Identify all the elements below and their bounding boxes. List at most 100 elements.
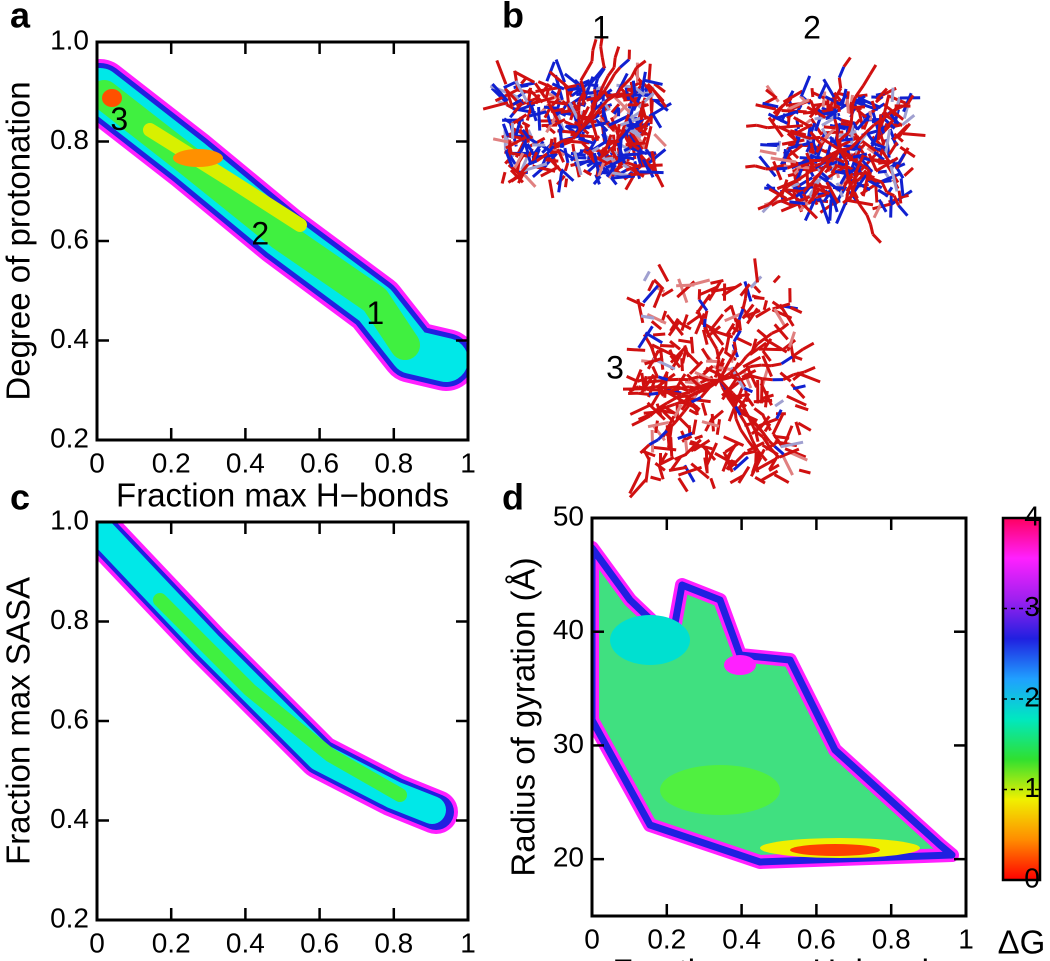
bond — [806, 105, 827, 119]
bond — [839, 94, 848, 105]
bond — [743, 287, 749, 299]
bond — [780, 147, 792, 166]
panel-letter: a — [10, 0, 31, 36]
bond — [700, 402, 708, 416]
bond — [896, 153, 906, 166]
bond — [732, 329, 742, 343]
y-tick-label: 20 — [553, 842, 584, 873]
energy-landscape-a — [97, 59, 468, 391]
y-axis-label: Fraction max SASA — [0, 577, 37, 865]
bond — [868, 64, 878, 76]
bond — [669, 437, 674, 457]
bond — [821, 91, 827, 108]
bond — [651, 365, 659, 377]
x-tick-label: 0.4 — [226, 447, 265, 478]
bond — [833, 118, 839, 129]
bond — [616, 123, 621, 139]
bond — [845, 98, 850, 114]
bond — [513, 172, 522, 181]
bond — [648, 391, 659, 396]
bond — [674, 399, 686, 406]
bond — [591, 108, 601, 120]
bond — [839, 135, 860, 148]
bond — [512, 98, 523, 106]
bond — [688, 360, 704, 376]
bond — [797, 159, 810, 166]
bond — [703, 457, 709, 471]
bond — [558, 126, 563, 148]
bond — [873, 150, 885, 162]
bond — [729, 361, 743, 374]
bond — [570, 81, 591, 97]
bond — [773, 323, 789, 341]
bond — [772, 274, 781, 284]
bond — [592, 99, 598, 109]
bond — [903, 166, 915, 177]
bond — [726, 451, 747, 471]
bond — [771, 327, 783, 335]
bond — [871, 157, 881, 164]
bond — [571, 100, 579, 112]
bond — [669, 455, 683, 472]
bond — [761, 363, 772, 368]
bond — [666, 395, 679, 405]
bond — [760, 430, 771, 442]
bond — [814, 161, 823, 168]
bond — [786, 394, 807, 407]
bond — [522, 162, 548, 173]
bond — [821, 116, 836, 127]
bond — [737, 308, 745, 321]
bond — [691, 419, 698, 435]
colorbar-tick-label: 3 — [1024, 591, 1040, 622]
bond — [823, 125, 836, 130]
bond — [753, 421, 764, 433]
bond — [892, 124, 909, 141]
bond — [708, 326, 725, 346]
bond — [861, 174, 870, 197]
bond — [563, 72, 578, 85]
bond — [743, 280, 753, 302]
bond — [640, 314, 655, 320]
bond — [505, 90, 514, 107]
bond — [588, 139, 598, 151]
bond — [901, 113, 916, 126]
bond — [768, 446, 781, 459]
bond — [852, 192, 861, 206]
bond — [750, 342, 759, 353]
bond — [642, 282, 661, 304]
bond — [746, 439, 758, 453]
bond — [699, 320, 717, 332]
bond — [760, 469, 779, 482]
bond — [820, 171, 830, 181]
bond — [744, 411, 753, 424]
bond — [639, 443, 651, 455]
bond — [852, 105, 866, 109]
bond — [699, 383, 711, 391]
bond — [577, 90, 586, 103]
bond — [560, 108, 575, 114]
bond — [842, 56, 852, 68]
bond — [762, 300, 768, 311]
y-tick-label: 0.2 — [50, 422, 89, 453]
bond — [647, 375, 659, 380]
bond — [734, 336, 753, 347]
bond — [738, 365, 752, 376]
bond — [731, 397, 738, 408]
bond — [537, 106, 542, 131]
bond — [688, 278, 711, 287]
bond — [680, 390, 691, 396]
x-tick-label: 0.6 — [797, 923, 836, 954]
bond — [611, 94, 632, 115]
bond — [503, 117, 512, 125]
bond — [832, 137, 853, 143]
bond — [777, 125, 790, 134]
bond — [795, 190, 805, 198]
panel-letter: b — [502, 0, 524, 36]
bond — [666, 385, 678, 390]
bond — [575, 166, 581, 178]
bond — [653, 98, 669, 112]
bond — [734, 418, 743, 431]
bond — [880, 110, 894, 121]
bond — [644, 125, 653, 150]
x-tick-label: 1 — [958, 923, 974, 954]
